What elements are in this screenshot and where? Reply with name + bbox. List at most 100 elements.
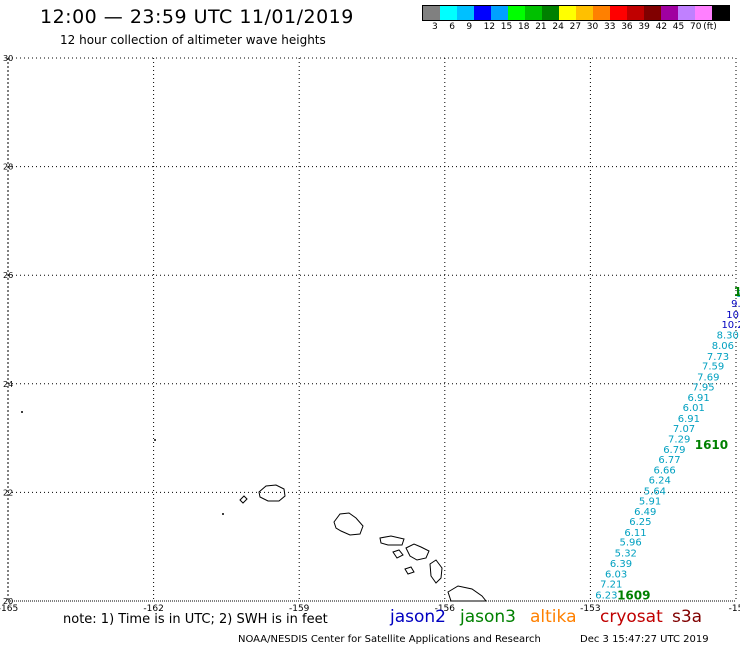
satellite-cryosat-label: cryosat <box>600 607 663 627</box>
nihoa-islet <box>21 411 23 413</box>
wave-height-label: 6.91 <box>687 393 709 404</box>
wave-height-label: 6.11 <box>624 528 646 539</box>
legend-swatch <box>712 6 729 20</box>
wave-height-label: 8.06 <box>712 341 734 352</box>
legend-swatch <box>593 6 610 20</box>
lat-tick-label: 22 <box>3 488 13 497</box>
hawaii-big-island-north <box>447 585 488 602</box>
pass-time-label: 1610 <box>695 438 728 452</box>
necker-islet <box>154 439 156 441</box>
legend-swatch <box>576 6 593 20</box>
pass-time-label: 1 <box>734 285 740 299</box>
kaula-islet <box>222 513 224 515</box>
footer-date: Dec 3 15:47:27 UTC 2019 <box>580 634 709 645</box>
wave-height-label: 5.32 <box>615 548 637 559</box>
wave-height-label: 6.66 <box>653 465 675 476</box>
legend-tick-label: 36 <box>621 22 633 32</box>
wave-height-label: 5.91 <box>639 496 661 507</box>
kauai-island <box>258 484 286 502</box>
legend-tick-label: 12 <box>483 22 496 32</box>
wave-height-label: 8.82 <box>736 289 740 300</box>
wave-height-label: 10.25 <box>721 320 740 331</box>
legend-swatch <box>610 6 627 20</box>
lon-tick-label: -15 <box>729 604 740 614</box>
chart-subtitle: 12 hour collection of altimeter wave hei… <box>60 33 326 47</box>
wave-height-label: 6.01 <box>683 403 705 414</box>
niihau-island <box>239 495 248 504</box>
wave-height-label: 6.49 <box>634 507 656 518</box>
wave-height-label: 6.23 <box>595 590 617 601</box>
wave-height-label: 6.91 <box>678 414 700 425</box>
legend-tick-label: 27 <box>569 22 582 32</box>
satellite-jason2-label: jason2 <box>390 607 446 627</box>
legend-swatch <box>423 6 440 20</box>
satellite-jason3-label: jason3 <box>460 607 516 627</box>
legend-swatch <box>559 6 576 20</box>
wave-height-label: 6.79 <box>663 445 685 456</box>
footer-note: note: 1) Time is in UTC; 2) SWH is in fe… <box>63 612 328 627</box>
lon-tick-label: -165 <box>0 604 18 614</box>
wave-height-label: 5.96 <box>620 538 642 549</box>
lon-tick-label: -153 <box>580 604 600 614</box>
lon-tick-label: -159 <box>289 604 310 614</box>
pass-time-labels: 1609 1610 1 <box>617 285 740 603</box>
kahoolawe-island <box>404 566 415 575</box>
hawaii-big-island <box>429 559 443 584</box>
lat-tick-label: 24 <box>3 380 13 389</box>
legend-tick-label: 45 <box>672 22 685 32</box>
wave-height-label: 8.30 <box>717 331 739 342</box>
legend-tick-label: 18 <box>518 22 530 32</box>
hawaii-coastline <box>21 411 488 602</box>
legend-swatch <box>542 6 559 20</box>
axis-tick-labels: -165 -162 -159 -156 -153 -15 30 28 26 24 22 20 <box>0 54 740 614</box>
wave-height-label: 7.29 <box>668 434 690 445</box>
lanai-island <box>392 549 404 559</box>
wave-height-label: 9.50 <box>731 299 740 310</box>
lat-tick-label: 28 <box>3 163 13 172</box>
legend-tick-label: 70 <box>690 22 702 32</box>
legend-swatch <box>627 6 644 20</box>
legend-tick-label: 24 <box>552 22 564 32</box>
legend-swatch <box>491 6 508 20</box>
wave-height-label: 6.77 <box>658 455 680 466</box>
lat-tick-label: 26 <box>3 271 13 280</box>
legend-tick-label: 33 <box>604 22 616 32</box>
wave-height-label: 6.25 <box>629 517 651 528</box>
pass-time-label: 1609 <box>617 588 650 602</box>
wave-height-label: 6.03 <box>605 570 627 581</box>
chart-title: 12:00 — 23:59 UTC 11/01/2019 <box>40 6 354 28</box>
wave-height-label: 6.39 <box>610 559 632 570</box>
lon-tick-label: -162 <box>143 604 163 614</box>
legend-tick-label: 30 <box>586 22 599 32</box>
oahu-island <box>333 512 364 536</box>
legend-unit: (ft) <box>703 22 717 32</box>
satellite-altika-label: altika <box>530 607 577 627</box>
wave-height-label: 5.64 <box>644 487 666 498</box>
lon-tick-label: -156 <box>435 604 456 614</box>
legend-swatch <box>525 6 542 20</box>
legend-tick-label: 15 <box>500 22 513 32</box>
wave-height-label: 7.21 <box>600 579 622 590</box>
wave-height-label: 7.59 <box>702 362 724 373</box>
maui-island <box>405 543 430 561</box>
legend-tick-label: 3 <box>432 22 438 32</box>
footer-credit: NOAA/NESDIS Center for Satellite Applica… <box>238 634 541 645</box>
wave-height-label: 10.45 <box>726 310 740 321</box>
legend-tick-label: 6 <box>449 22 455 32</box>
legend-swatch <box>644 6 661 20</box>
legend-swatch <box>474 6 491 20</box>
legend-swatch <box>457 6 474 20</box>
legend-tick-label: 21 <box>535 22 547 32</box>
molokai-island <box>379 535 405 546</box>
color-legend-bar <box>422 5 730 21</box>
legend-swatch <box>508 6 525 20</box>
map-frame <box>7 57 737 602</box>
wave-height-label: 7.95 <box>692 382 714 393</box>
wave-height-label: 7.69 <box>697 373 719 384</box>
legend-swatch <box>440 6 457 20</box>
lat-tick-label: 30 <box>3 54 13 63</box>
legend-tick-label: 42 <box>655 22 668 32</box>
wave-height-label: 6.24 <box>649 476 671 487</box>
legend-tick-label: 9 <box>466 22 473 32</box>
